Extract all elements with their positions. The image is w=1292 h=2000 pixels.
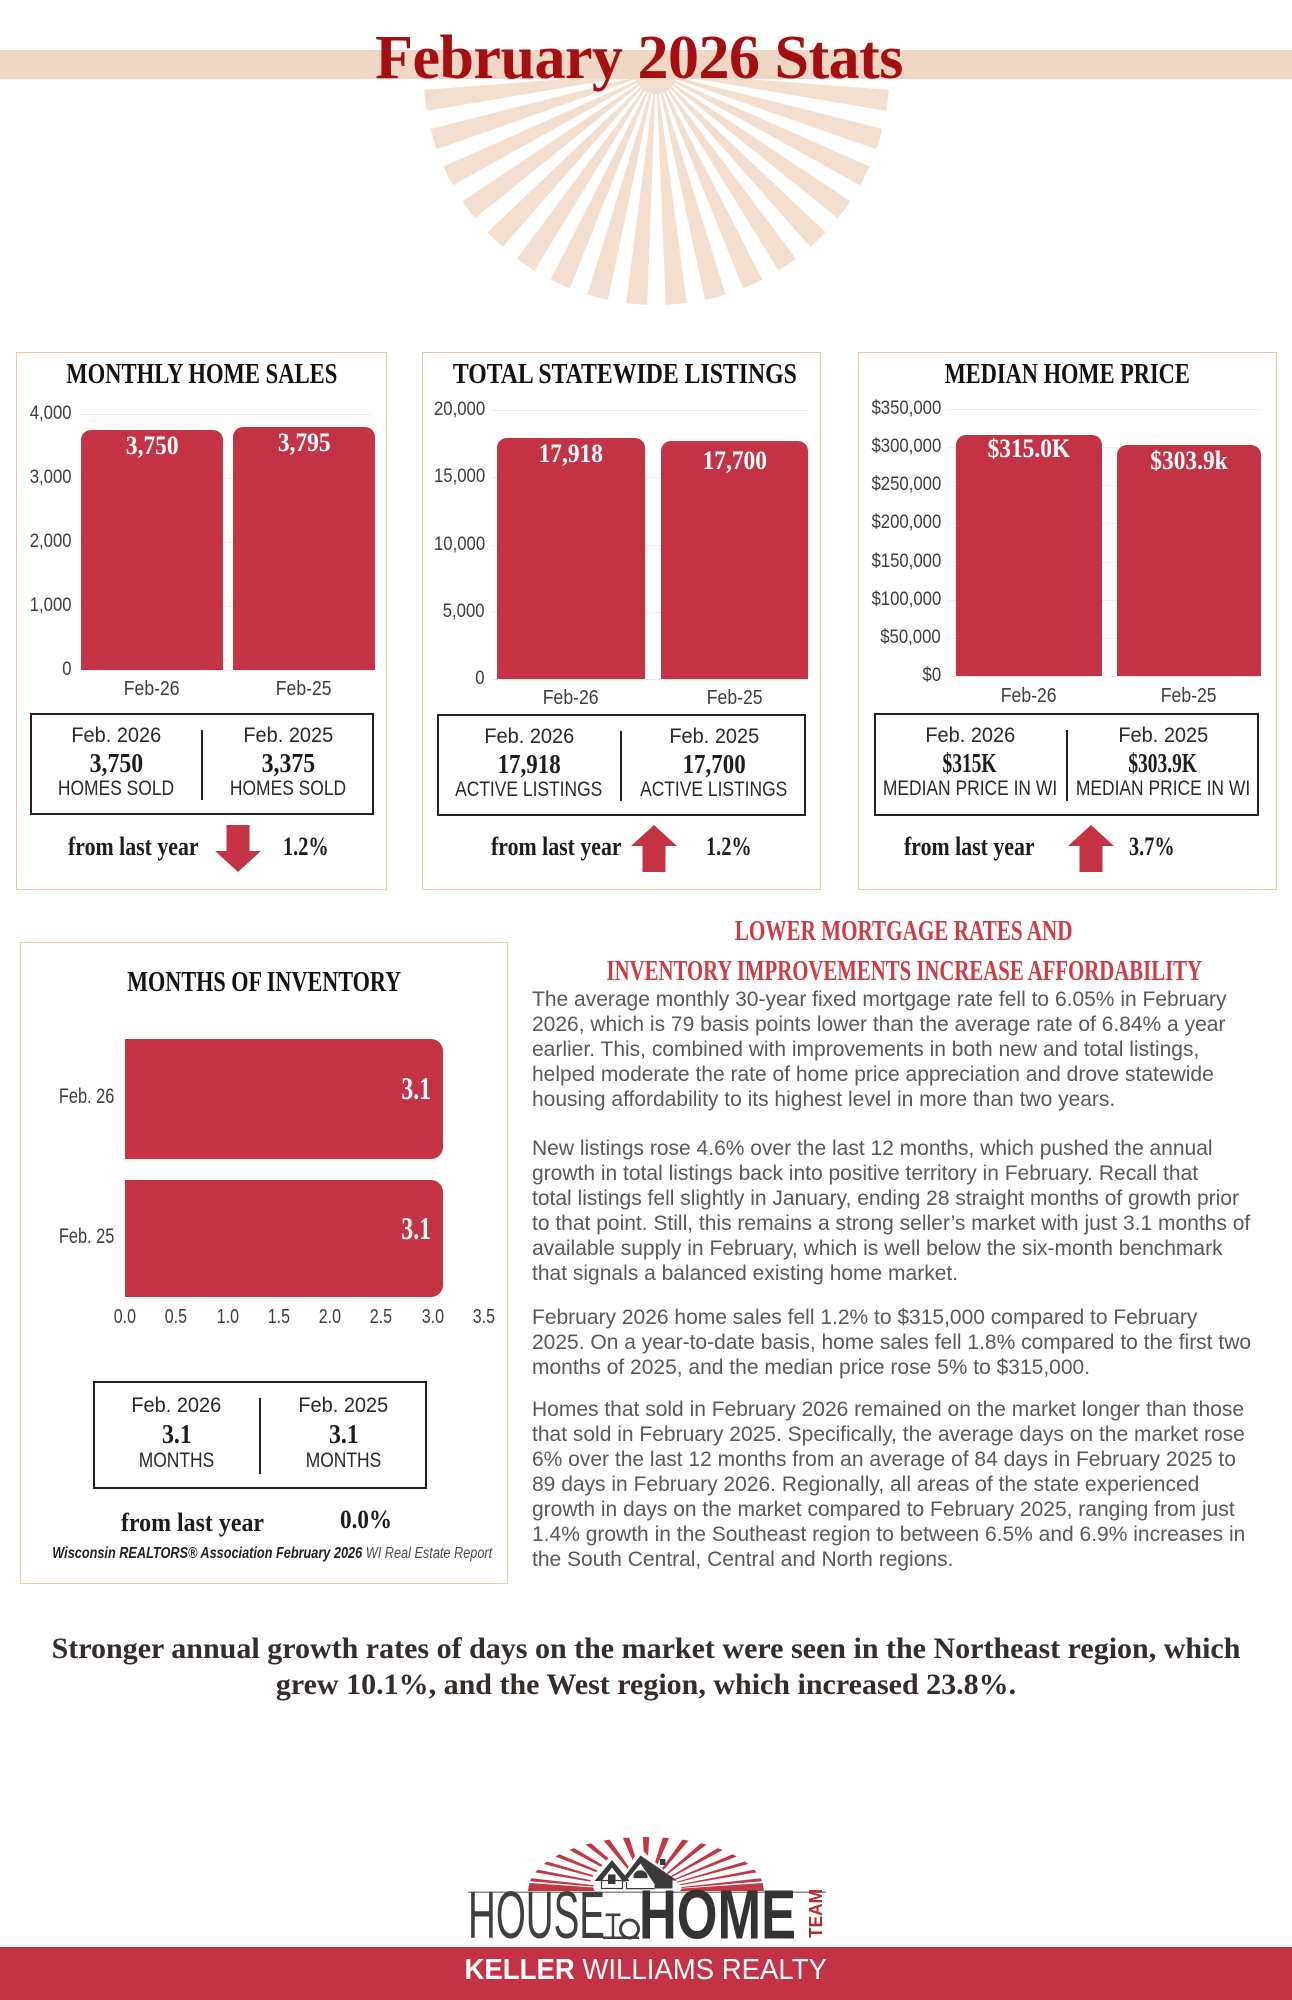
svg-text:HOME: HOME: [639, 1876, 796, 1951]
svg-text:T: T: [605, 1907, 621, 1945]
svg-text:HOUSE: HOUSE: [468, 1878, 605, 1950]
svg-text:TEAM: TEAM: [806, 1889, 826, 1938]
